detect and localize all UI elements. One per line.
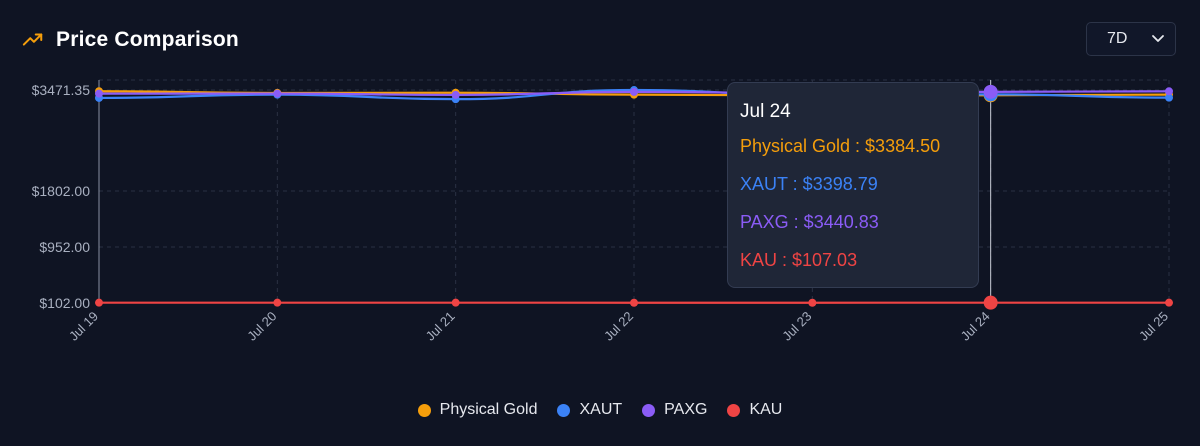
tooltip-row-physical-gold: Physical Gold : $3384.50 — [740, 136, 941, 156]
data-point-kau — [1165, 298, 1173, 307]
legend-label: XAUT — [579, 401, 623, 418]
legend-label: PAXG — [664, 401, 708, 418]
data-point-kau — [451, 298, 460, 307]
tooltip-row-paxg: PAXG : $3440.83 — [740, 212, 879, 232]
chart-legend: Physical Gold XAUT PAXG KAU — [0, 401, 1200, 419]
data-point-paxg — [630, 87, 638, 96]
y-tick-label: $1802.00 — [32, 183, 91, 199]
time-range-select[interactable]: 7D — [1086, 22, 1176, 56]
data-point-kau — [983, 295, 998, 310]
y-tick-label: $3471.35 — [32, 82, 91, 98]
tooltip-row-xaut: XAUT : $3398.79 — [740, 174, 878, 194]
data-point-paxg — [983, 84, 998, 99]
legend-item-paxg[interactable]: PAXG — [642, 401, 707, 419]
data-point-xaut — [1165, 93, 1173, 102]
chart-tooltip: Jul 24 Physical Gold : $3384.50 XAUT : $… — [727, 82, 979, 288]
legend-item-physical-gold[interactable]: Physical Gold — [417, 401, 538, 419]
data-point-paxg — [451, 90, 460, 99]
chevron-down-icon — [1151, 31, 1165, 45]
legend-marker — [417, 403, 431, 417]
x-tick-label: Jul 22 — [601, 309, 636, 344]
data-point-kau — [95, 298, 103, 307]
x-tick-label: Jul 25 — [1136, 309, 1171, 344]
legend-item-kau[interactable]: KAU — [727, 401, 782, 419]
x-tick-label: Jul 19 — [66, 309, 101, 344]
legend-item-xaut[interactable]: XAUT — [557, 401, 622, 419]
legend-label: Physical Gold — [439, 401, 538, 418]
x-tick-label: Jul 23 — [779, 309, 814, 344]
legend-marker — [727, 403, 741, 417]
data-point-paxg — [273, 89, 282, 98]
time-range-value: 7D — [1107, 30, 1128, 47]
data-point-kau — [273, 298, 282, 307]
data-point-paxg — [95, 89, 103, 98]
legend-label: KAU — [749, 401, 783, 418]
page-title: Price Comparison — [56, 28, 239, 51]
legend-marker — [642, 403, 656, 417]
data-point-kau — [630, 298, 638, 307]
tooltip-date: Jul 24 — [740, 101, 791, 122]
y-tick-label: $102.00 — [39, 295, 90, 311]
chart-header: Price Comparison — [22, 22, 239, 58]
tooltip-row-kau: KAU : $107.03 — [740, 250, 858, 270]
x-tick-label: Jul 24 — [958, 309, 993, 344]
data-point-paxg — [1165, 87, 1173, 96]
x-tick-label: Jul 20 — [244, 309, 279, 344]
legend-marker — [557, 403, 571, 417]
data-point-kau — [808, 298, 817, 307]
x-tick-label: Jul 21 — [423, 309, 458, 344]
trending-up-icon — [22, 29, 44, 51]
y-tick-label: $952.00 — [39, 239, 90, 255]
